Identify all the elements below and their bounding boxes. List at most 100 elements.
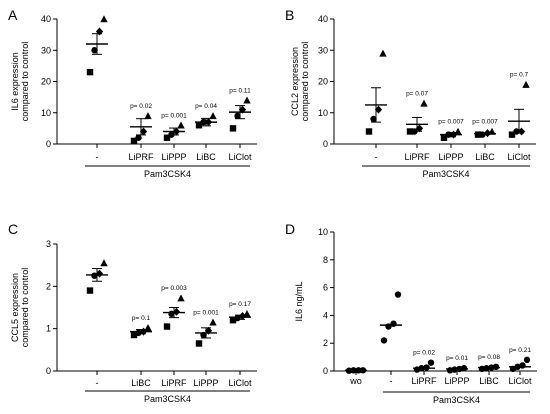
x-category-label: LiPRF bbox=[411, 376, 437, 386]
y-tick-label: 20 bbox=[318, 77, 328, 87]
data-point bbox=[483, 365, 490, 372]
category-group: p= 0.01 bbox=[446, 355, 468, 374]
category-group: p= 0.7 bbox=[508, 72, 530, 138]
data-point bbox=[234, 112, 241, 120]
y-tick-label: 6 bbox=[323, 283, 328, 293]
data-point bbox=[418, 365, 425, 372]
y-tick-label: 30 bbox=[318, 45, 328, 55]
y-tick-label: 30 bbox=[41, 45, 51, 55]
data-point bbox=[350, 367, 357, 374]
data-point bbox=[135, 329, 142, 337]
y-tick-label: 3 bbox=[46, 239, 51, 249]
data-point bbox=[380, 337, 388, 344]
data-point bbox=[523, 356, 531, 364]
x-category-label: LiPPP bbox=[193, 378, 218, 388]
p-value-label: p= 0.02 bbox=[413, 350, 435, 357]
data-point bbox=[144, 324, 152, 332]
data-point bbox=[100, 259, 108, 267]
x-category-label: LiClot bbox=[228, 378, 252, 388]
panel-letter: C bbox=[8, 221, 18, 237]
category-group bbox=[86, 259, 108, 294]
data-point bbox=[163, 134, 171, 141]
y-axis-title: CCL5 expressioncompared to control bbox=[10, 268, 30, 348]
panel-b: B 0 10 20 30 40 CCL2 expressioncompared to con… bbox=[285, 7, 536, 179]
data-point bbox=[445, 131, 452, 138]
p-value-label: p= 0.11 bbox=[229, 87, 251, 94]
y-axis-title-line: compared to control bbox=[20, 268, 30, 348]
category-group bbox=[345, 367, 367, 374]
data-point bbox=[519, 362, 526, 369]
category-group: p= 0.003 bbox=[161, 285, 187, 330]
data-point bbox=[135, 134, 142, 141]
data-point bbox=[195, 340, 203, 347]
data-point bbox=[492, 363, 500, 371]
data-point bbox=[238, 311, 247, 320]
data-point bbox=[355, 367, 362, 374]
data-point bbox=[86, 287, 94, 294]
x-category-label: LiClot bbox=[508, 376, 532, 386]
category-group: p= 0.001 bbox=[193, 309, 219, 347]
y-tick-label: 20 bbox=[41, 77, 51, 87]
data-point bbox=[177, 121, 185, 129]
category-group: p= 0.02 bbox=[413, 350, 435, 373]
data-point bbox=[195, 122, 203, 129]
data-point bbox=[163, 323, 171, 330]
category-group: p= 0.1 bbox=[130, 315, 152, 339]
category-group: p= 0.007 bbox=[472, 119, 498, 138]
panel-letter: B bbox=[285, 7, 294, 23]
data-point bbox=[420, 99, 428, 107]
x-category-label: LiClot bbox=[228, 152, 252, 162]
y-tick-label: 0 bbox=[323, 366, 328, 376]
data-point bbox=[234, 314, 241, 322]
x-category-label: - bbox=[375, 152, 378, 162]
data-point bbox=[204, 326, 213, 335]
panel-a: A 0 10 20 30 40 IL6 expressioncompared to cont… bbox=[8, 7, 257, 179]
data-point bbox=[385, 323, 392, 330]
data-point bbox=[168, 310, 175, 318]
x-category-label: - bbox=[390, 376, 393, 386]
p-value-label: p= 0.21 bbox=[509, 347, 531, 354]
data-point bbox=[172, 127, 181, 136]
x-category-label: LiBC bbox=[475, 152, 495, 162]
y-tick-label: 10 bbox=[318, 227, 328, 237]
y-tick-label: 0 bbox=[46, 139, 51, 149]
x-category-label: LiBC bbox=[479, 376, 499, 386]
data-point bbox=[209, 318, 217, 326]
x-category-label: LiClot bbox=[507, 152, 531, 162]
p-value-label: p= 0.007 bbox=[438, 119, 464, 126]
data-point bbox=[488, 127, 496, 135]
data-point bbox=[514, 363, 521, 371]
group-label: Pam3CSK4 bbox=[144, 394, 191, 404]
data-point bbox=[394, 291, 402, 298]
x-category-label: LiPRF bbox=[161, 378, 187, 388]
p-value-label: p= 0.001 bbox=[161, 112, 187, 119]
data-point bbox=[411, 128, 418, 135]
x-category-label: LiPRF bbox=[128, 152, 154, 162]
category-group bbox=[380, 291, 402, 344]
x-category-label: LiBC bbox=[131, 378, 151, 388]
data-point bbox=[130, 331, 138, 339]
p-value-label: p= 0.01 bbox=[446, 355, 468, 362]
category-group: p= 0.11 bbox=[229, 87, 251, 132]
y-axis-title: CCL2 expressioncompared to control bbox=[290, 42, 310, 122]
y-axis-title: IL6 ng/mL bbox=[294, 281, 304, 321]
y-tick-label: 10 bbox=[41, 108, 51, 118]
data-point bbox=[139, 127, 148, 136]
x-category-label: - bbox=[96, 152, 99, 162]
data-point bbox=[95, 27, 104, 36]
data-point bbox=[100, 15, 108, 23]
data-point bbox=[204, 118, 213, 127]
x-category-label: LiPPP bbox=[438, 152, 463, 162]
category-group: p= 0.04 bbox=[195, 103, 217, 129]
category-group: p= 0.007 bbox=[438, 119, 464, 141]
p-value-label: p= 0.04 bbox=[195, 103, 217, 110]
x-category-label: LiBC bbox=[196, 152, 216, 162]
p-value-label: p= 0.001 bbox=[193, 309, 219, 316]
data-point bbox=[379, 49, 387, 57]
p-value-label: p= 0.02 bbox=[130, 103, 152, 110]
data-point bbox=[449, 130, 458, 139]
data-point bbox=[370, 115, 377, 123]
p-value-label: p= 0.003 bbox=[161, 285, 187, 292]
panel-d: D 0 2 4 6 8 10 IL6 ng/mL wo - LiPRF LiPPP LiBC LiClot… bbox=[285, 221, 537, 405]
